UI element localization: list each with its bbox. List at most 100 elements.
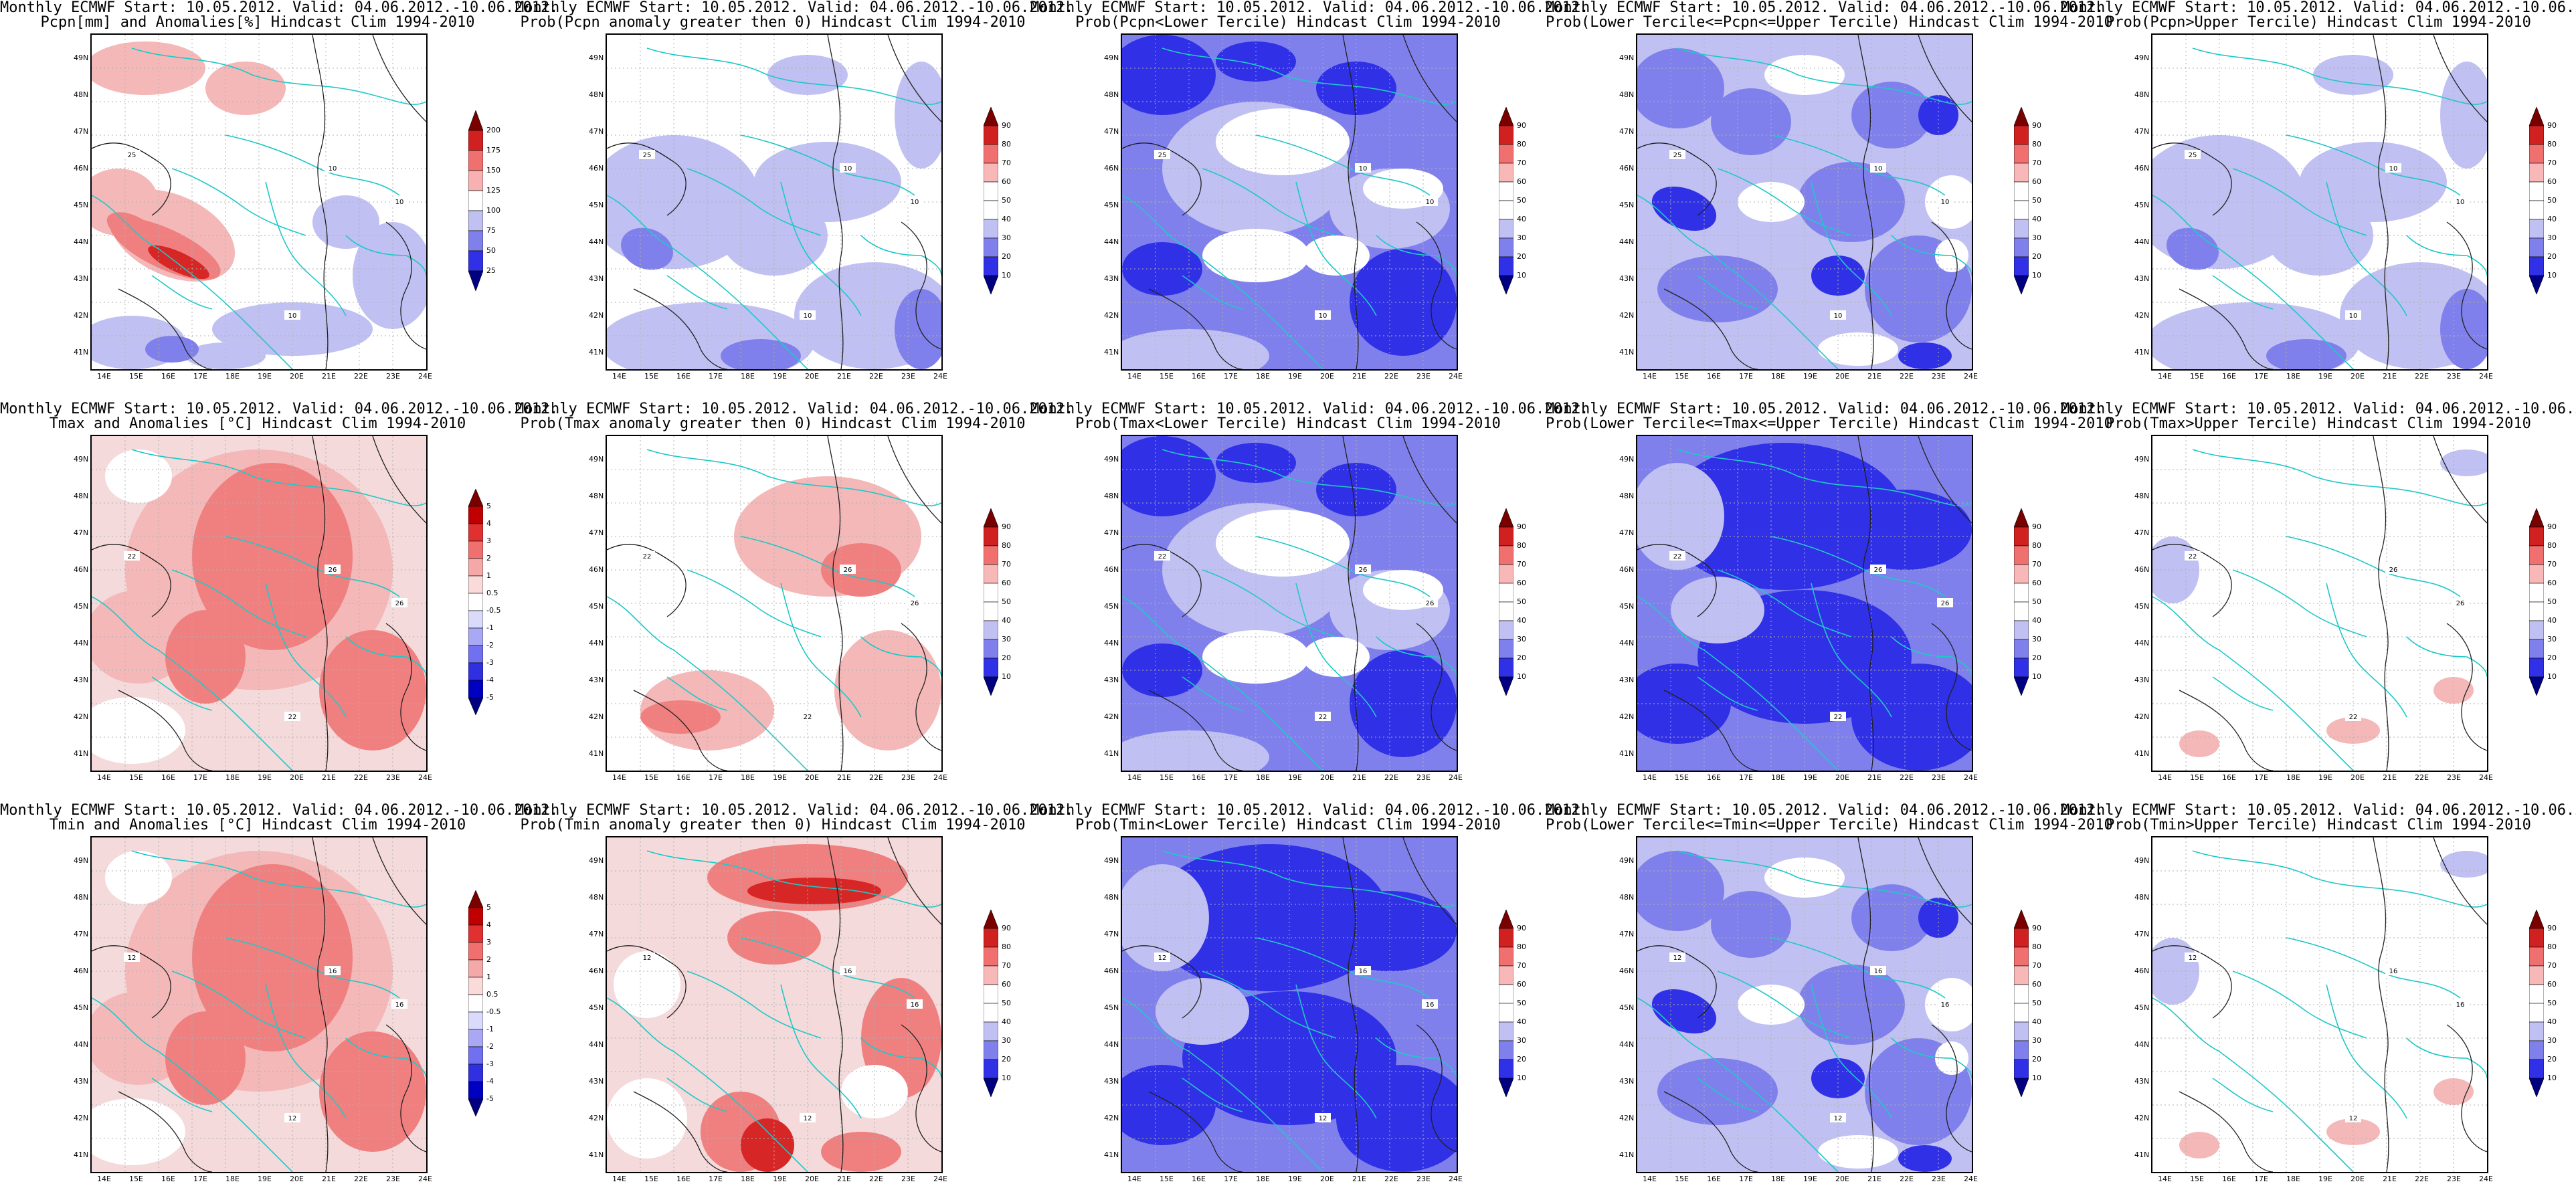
lat-tick-label: 48N (1619, 893, 1635, 902)
colorbar-tick-label: 70 (2547, 560, 2557, 569)
lon-tick-label: 24E (418, 773, 432, 782)
lat-tick-label: 47N (74, 930, 89, 938)
colorbar-tick-label: 50 (1002, 196, 1011, 205)
lat-tick-label: 48N (1104, 90, 1119, 99)
border-line (345, 235, 426, 276)
anomaly-region (2440, 851, 2487, 878)
lon-tick-label: 21E (2383, 773, 2397, 782)
panel-title: Monthly ECMWF Start: 10.05.2012. Valid: … (1030, 0, 1589, 16)
contour-line (633, 1091, 728, 1172)
contour-line (2433, 35, 2487, 122)
lon-tick-label: 19E (773, 1175, 787, 1183)
border-line (1376, 636, 1457, 678)
lat-tick-label: 46N (1104, 164, 1119, 173)
border-line (2406, 636, 2487, 678)
lat-tick-label: 43N (1619, 1077, 1635, 1086)
lat-tick-label: 47N (1619, 127, 1635, 136)
contour-label: 10 (804, 312, 812, 320)
panel-subtitle: Tmax and Anomalies [°C] Hindcast Clim 19… (49, 415, 466, 432)
contour-line (385, 221, 426, 350)
colorbar-tick-label: 80 (2032, 140, 2041, 148)
colorbar-tick-label: 70 (1517, 159, 1526, 167)
lat-tick-label: 41N (1104, 1150, 1119, 1159)
border-line (2152, 997, 2354, 1172)
contour-line (92, 544, 171, 617)
anomaly-region (1637, 463, 1724, 570)
lon-tick-label: 22E (1384, 372, 1398, 381)
colorbar-tick-label: 40 (1517, 1017, 1526, 1026)
anomaly-region (834, 630, 941, 750)
border-line (1122, 997, 1323, 1172)
anomaly-region (1671, 577, 1764, 643)
colorbar-tick-label: 80 (1517, 140, 1526, 148)
colorbar-tick-label: 80 (1002, 541, 1011, 550)
colorbar-tick-label: -4 (486, 676, 494, 684)
border-line (2286, 937, 2461, 999)
colorbar-tick-label: -5 (486, 693, 494, 702)
border-line (2212, 275, 2274, 310)
anomaly-region (1711, 88, 1791, 155)
contour-line (312, 35, 329, 369)
border-line (151, 1078, 213, 1112)
lon-tick-label: 23E (386, 773, 400, 782)
colorbar-tick-label: 90 (1517, 924, 1526, 932)
contour-label: 26 (911, 600, 919, 607)
anomaly-region (1122, 864, 1209, 971)
contour-label: 10 (2349, 312, 2358, 320)
colorbar-tick-label: 70 (1002, 560, 1011, 569)
anomaly-region (621, 227, 673, 270)
lon-tick-label: 15E (1675, 372, 1689, 381)
border-line (607, 596, 808, 771)
colorbar-tick-label: 30 (2547, 233, 2557, 242)
lat-tick-label: 49N (1104, 455, 1119, 464)
contour-label: 10 (2456, 199, 2465, 206)
lat-tick-label: 47N (2134, 127, 2150, 136)
colorbar-tick-label: 90 (2547, 121, 2557, 130)
lon-tick-label: 14E (1127, 372, 1141, 381)
lat-tick-label: 45N (74, 602, 89, 611)
border-line (2192, 47, 2487, 105)
border-line (151, 676, 213, 711)
border-line (225, 134, 400, 196)
colorbar-tick-label: 70 (1517, 560, 1526, 569)
border-line (1717, 168, 1852, 236)
panel-title: Monthly ECMWF Start: 10.05.2012. Valid: … (2061, 401, 2576, 417)
anomaly-region (741, 1118, 794, 1172)
contour-label: 12 (804, 1115, 812, 1122)
anomaly-region (2266, 339, 2347, 369)
panel-subtitle: Prob(Pcpn anomaly greater then 0) Hindca… (520, 14, 1026, 31)
colorbar-tick-label: 40 (2547, 215, 2557, 223)
colorbar-tick-label: 70 (2547, 159, 2557, 167)
anomaly-region (607, 1078, 687, 1159)
lon-tick-label: 16E (1192, 773, 1206, 782)
lat-tick-label: 46N (589, 967, 604, 975)
lon-tick-label: 21E (1352, 1175, 1366, 1183)
lon-tick-label: 17E (193, 1175, 207, 1183)
border-line (1255, 937, 1431, 999)
lat-tick-label: 42N (1619, 311, 1635, 320)
lon-tick-label: 21E (322, 372, 336, 381)
lat-tick-label: 47N (589, 528, 604, 537)
colorbar-tick-label: 50 (2032, 999, 2041, 1007)
lat-tick-label: 41N (74, 749, 89, 758)
colorbar-tick-label: 20 (1002, 1055, 1011, 1064)
colorbar-tick-label: 40 (2032, 616, 2041, 625)
lat-tick-label: 41N (2134, 749, 2150, 758)
lon-tick-label: 22E (1384, 773, 1398, 782)
border-line (1891, 235, 1972, 276)
lon-tick-label: 14E (1127, 773, 1141, 782)
lat-tick-label: 49N (1104, 54, 1119, 62)
lon-tick-label: 24E (418, 1175, 432, 1183)
contour-label: 16 (329, 968, 337, 975)
lon-tick-label: 17E (1739, 1175, 1753, 1183)
contour-label: 22 (1158, 553, 1167, 561)
contour-line (2446, 221, 2487, 350)
lat-tick-label: 42N (74, 311, 89, 320)
anomaly-region (1711, 891, 1791, 958)
lon-tick-label: 24E (1964, 372, 1978, 381)
panel-subtitle: Prob(Lower Tercile<=Tmax<=Upper Tercile)… (1546, 415, 2113, 432)
lon-tick-label: 20E (1835, 1175, 1849, 1183)
border-line (1811, 583, 1892, 718)
anomaly-region (165, 1011, 246, 1105)
colorbar-tick-label: 2 (486, 554, 491, 563)
